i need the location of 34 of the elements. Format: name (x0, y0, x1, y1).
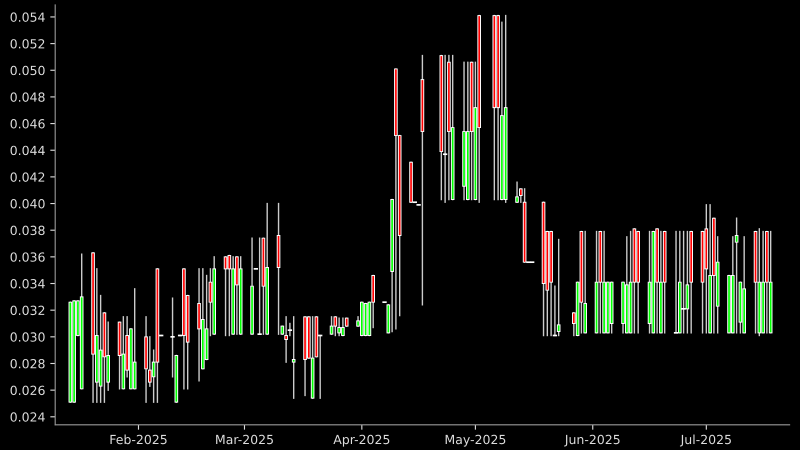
x-tick-label: Feb-2025 (110, 434, 167, 444)
y-tick-label: 0.028 (10, 358, 45, 368)
y-tick-label: 0.054 (10, 12, 45, 22)
y-tick-label: 0.052 (10, 39, 44, 49)
candlestick (330, 316, 334, 335)
y-tick-label: 0.024 (10, 412, 45, 422)
candlestick (228, 254, 232, 336)
candlestick (334, 316, 338, 336)
candlestick (341, 317, 345, 336)
candlestick (515, 182, 519, 203)
y-tick-label: 0.044 (10, 146, 45, 156)
candlestick (224, 256, 228, 336)
candlestick (686, 230, 690, 334)
y-tick-label: 0.036 (10, 252, 45, 262)
y-tick-label: 0.032 (10, 306, 44, 316)
y-tick-label: 0.046 (10, 119, 45, 128)
y-tick-label: 0.050 (10, 66, 45, 76)
y-tick-label: 0.030 (10, 332, 45, 342)
candlestick (556, 238, 560, 336)
y-tick-label: 0.040 (10, 199, 45, 208)
x-tick-label: May-2025 (446, 434, 506, 447)
x-tick-label: Mar-2025 (216, 434, 273, 444)
candlestick (284, 316, 288, 363)
y-tick-label: 0.026 (10, 386, 45, 396)
candlestick (734, 218, 738, 334)
y-tick-label: 0.042 (10, 172, 44, 182)
y-tick-label: 0.048 (10, 92, 45, 102)
x-tick-label: Jun-2025 (564, 434, 620, 447)
x-tick-label: Apr-2025 (333, 434, 390, 447)
x-tick-label: Jul-2025 (680, 434, 731, 447)
candlestick (337, 317, 341, 336)
y-tick-label: 0.038 (10, 226, 45, 236)
candlestick (292, 316, 296, 399)
y-tick-label: 0.034 (10, 278, 45, 288)
